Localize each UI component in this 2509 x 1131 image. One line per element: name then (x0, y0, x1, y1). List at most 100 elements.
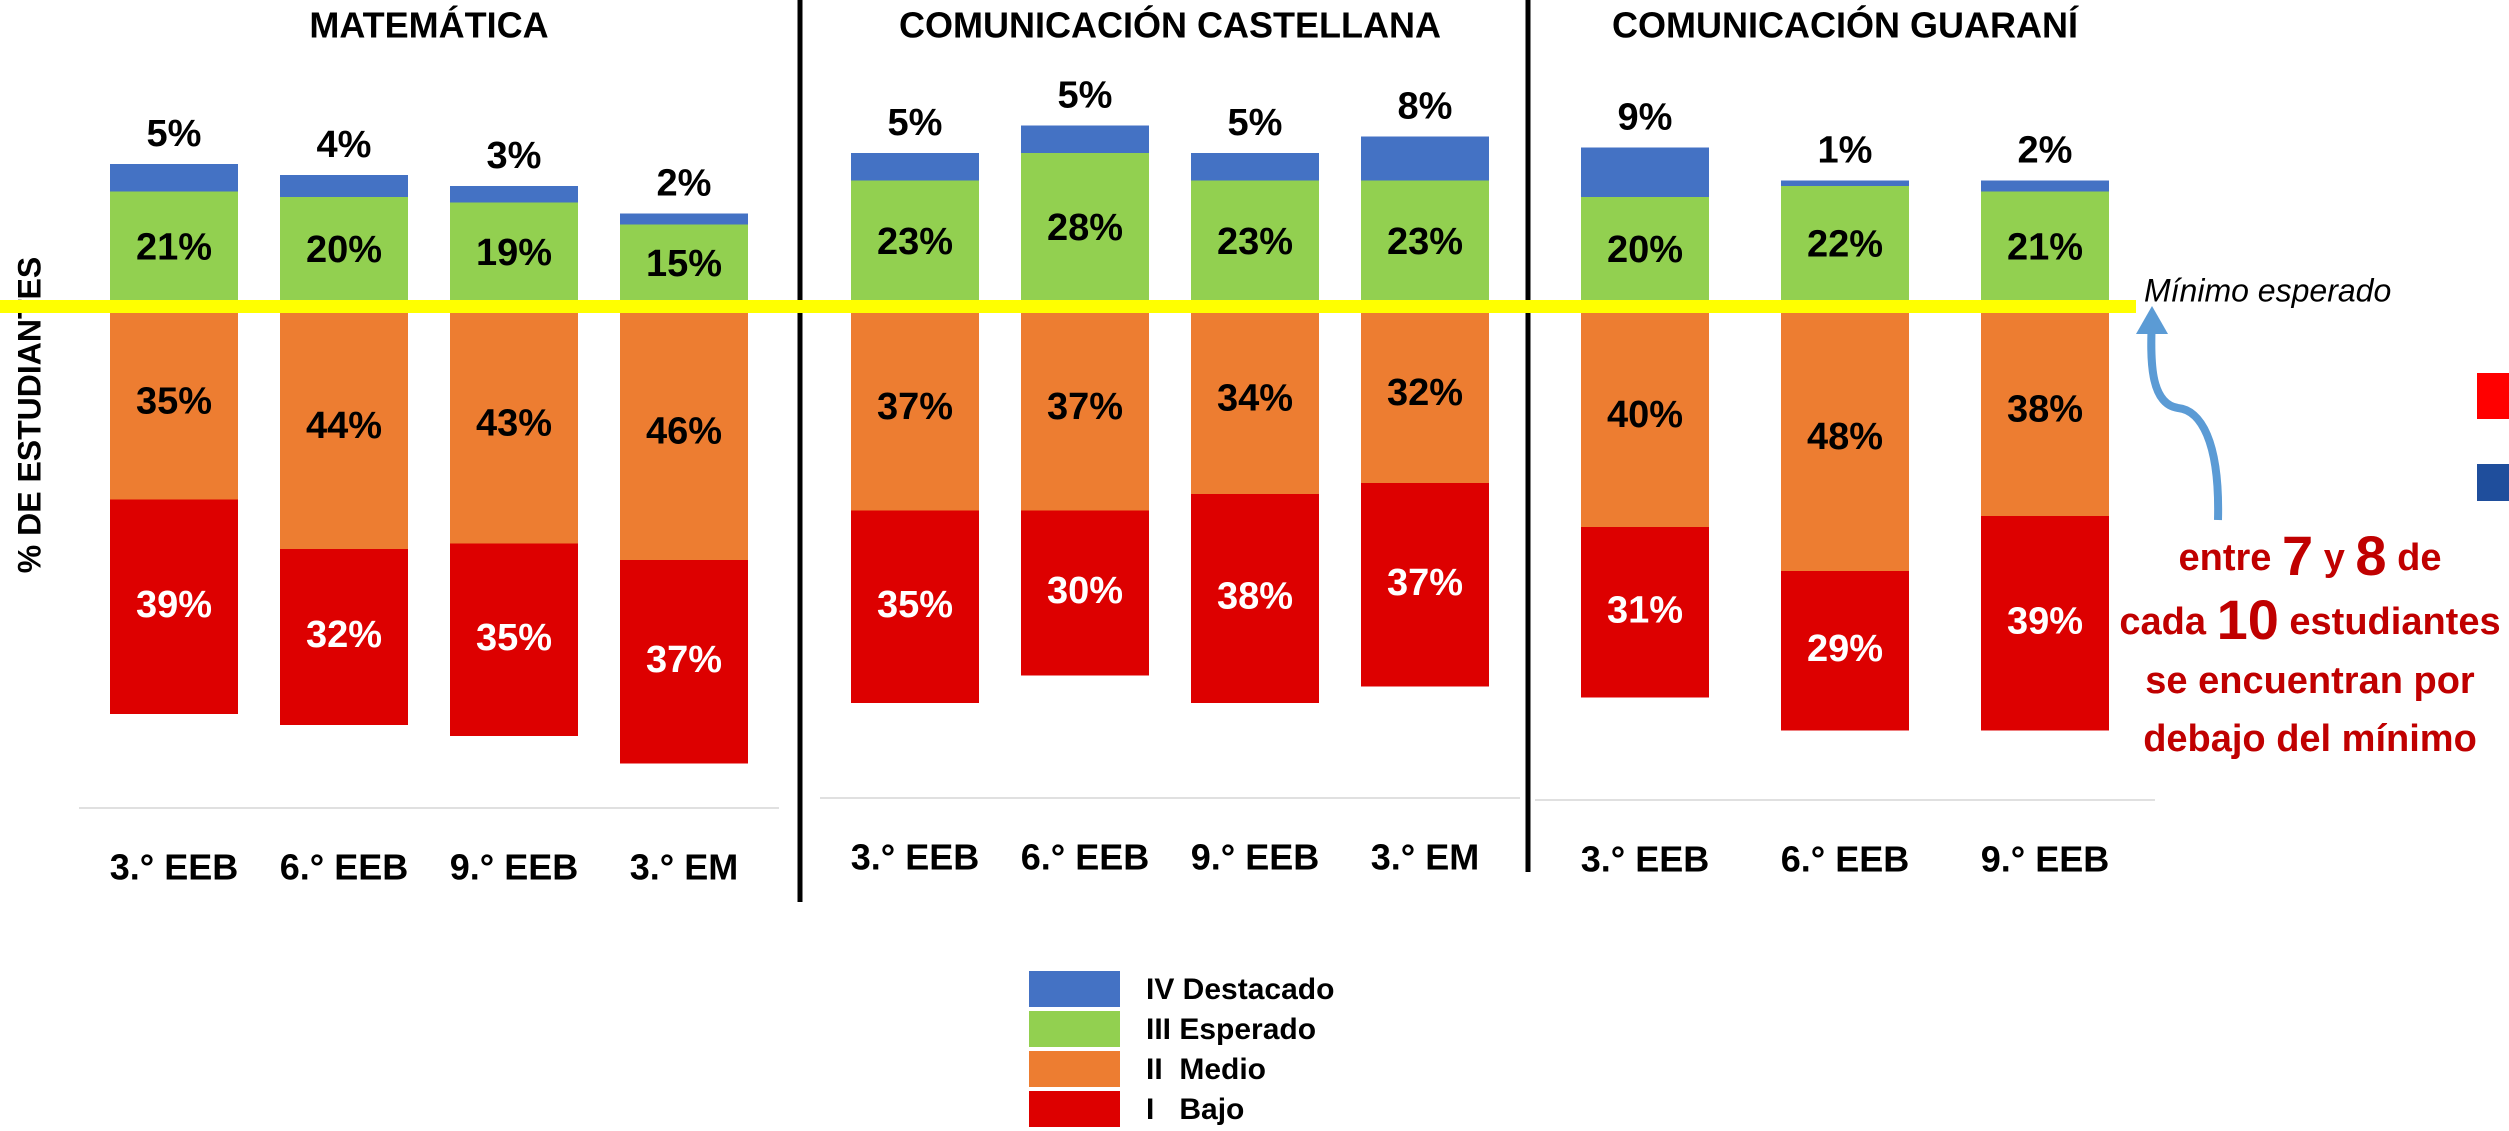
bar-segment (1581, 307, 1709, 527)
value-label: 37% (1047, 386, 1123, 428)
value-label: 35% (136, 380, 212, 422)
bar-segment (1781, 571, 1909, 731)
value-label: 38% (2007, 389, 2083, 431)
bar-segment (280, 175, 408, 197)
reference-label: Mínimo esperado (2144, 272, 2391, 308)
legend-swatch (1029, 1051, 1120, 1087)
bar-segment (450, 307, 578, 544)
value-label: 20% (306, 229, 382, 271)
x-tick-label: 3.° EEB (1581, 839, 1709, 880)
x-tick-label: 3.° EEB (110, 847, 238, 888)
bar-segment (1981, 516, 2109, 731)
bar-segment (1581, 197, 1709, 307)
bar-segment (110, 191, 238, 307)
x-tick-label: 9.° EEB (450, 847, 578, 888)
reference-line (0, 300, 2136, 313)
bar-segment (1021, 307, 1149, 511)
annotation: entre 7 y 8 de (2179, 524, 2442, 587)
annotation-part: entre (2179, 537, 2282, 579)
bar-segment (1781, 180, 1909, 186)
bar-segment (851, 510, 979, 703)
value-label: 37% (1387, 562, 1463, 604)
value-label: 31% (1607, 589, 1683, 631)
value-label: 34% (1217, 378, 1293, 420)
value-label: 39% (2007, 600, 2083, 642)
value-label: 44% (306, 405, 382, 447)
value-label: 2% (2018, 130, 2073, 172)
x-tick-label: 6.° EEB (1781, 839, 1909, 880)
value-label: 5% (888, 102, 943, 144)
value-label: 48% (1807, 416, 1883, 458)
x-tick-label: 9.° EEB (1981, 839, 2109, 880)
value-label: 1% (1818, 130, 1873, 172)
bar-segment (450, 202, 578, 307)
value-label: 46% (646, 411, 722, 453)
x-tick-label: 3.° EM (1371, 837, 1479, 878)
value-label: 28% (1047, 207, 1123, 249)
cropped-legend-swatch (2477, 373, 2509, 419)
x-tick-label: 9.° EEB (1191, 837, 1319, 878)
value-label: 15% (646, 243, 722, 285)
cropped-legend-swatch (2477, 464, 2509, 501)
bar-segment (1781, 186, 1909, 307)
value-label: 35% (877, 584, 953, 626)
annotation: cada 10 estudiantes (2119, 588, 2500, 651)
bar-segment (1781, 307, 1909, 571)
bar-segment (1191, 180, 1319, 307)
value-label: 9% (1618, 97, 1673, 139)
bar-segment (620, 224, 748, 307)
bar-segment (1361, 483, 1489, 687)
legend-label: II Medio (1146, 1053, 1266, 1086)
bar-segment (110, 307, 238, 500)
bar-segment (1021, 125, 1149, 153)
value-label: 21% (2007, 226, 2083, 268)
value-label: 43% (476, 402, 552, 444)
annotation-part: cada (2119, 601, 2216, 643)
value-label: 29% (1807, 628, 1883, 670)
bar-segment (1981, 180, 2109, 192)
x-tick-label: 6.° EEB (1021, 837, 1149, 878)
value-label: 3% (487, 135, 542, 177)
value-label: 23% (877, 221, 953, 263)
bar-segment (1191, 494, 1319, 703)
value-label: 19% (476, 232, 552, 274)
bar-segment (1361, 136, 1489, 181)
annotation-part: de (2387, 537, 2442, 579)
value-label: 30% (1047, 570, 1123, 612)
bar-segment (1581, 147, 1709, 197)
bar-segment (1021, 153, 1149, 307)
bar-segment (620, 560, 748, 764)
value-label: 20% (1607, 229, 1683, 271)
value-label: 35% (476, 617, 552, 659)
panel-title: MATEMÁTICA (309, 5, 548, 46)
bar-segment (1191, 307, 1319, 494)
annotation-part: estudiantes (2279, 601, 2501, 643)
value-label: 8% (1398, 86, 1453, 128)
value-label: 5% (1058, 75, 1113, 117)
bar-segment (280, 549, 408, 725)
value-label: 38% (1217, 576, 1293, 618)
bar-segment (1581, 527, 1709, 698)
bar-segment (1191, 153, 1319, 181)
annotation-part: debajo del mínimo (2143, 718, 2477, 760)
bar-segment (1981, 191, 2109, 307)
bar-segment (1981, 307, 2109, 516)
value-label: 39% (136, 584, 212, 626)
value-label: 37% (877, 386, 953, 428)
value-label: 32% (306, 614, 382, 656)
value-label: 4% (317, 124, 372, 166)
bar-segment (620, 307, 748, 560)
x-tick-label: 6.° EEB (280, 847, 408, 888)
annotation-arrow (2147, 317, 2223, 521)
legend-label: IV Destacado (1146, 973, 1334, 1006)
annotation-part: 8 (2355, 524, 2386, 587)
value-label: 2% (657, 163, 712, 205)
value-label: 23% (1387, 221, 1463, 263)
annotation: debajo del mínimo (2143, 718, 2477, 760)
panel-title: COMUNICACIÓN GUARANÍ (1612, 4, 2079, 46)
value-label: 5% (1228, 102, 1283, 144)
annotation-part: y (2313, 537, 2355, 579)
bar-segment (450, 543, 578, 736)
